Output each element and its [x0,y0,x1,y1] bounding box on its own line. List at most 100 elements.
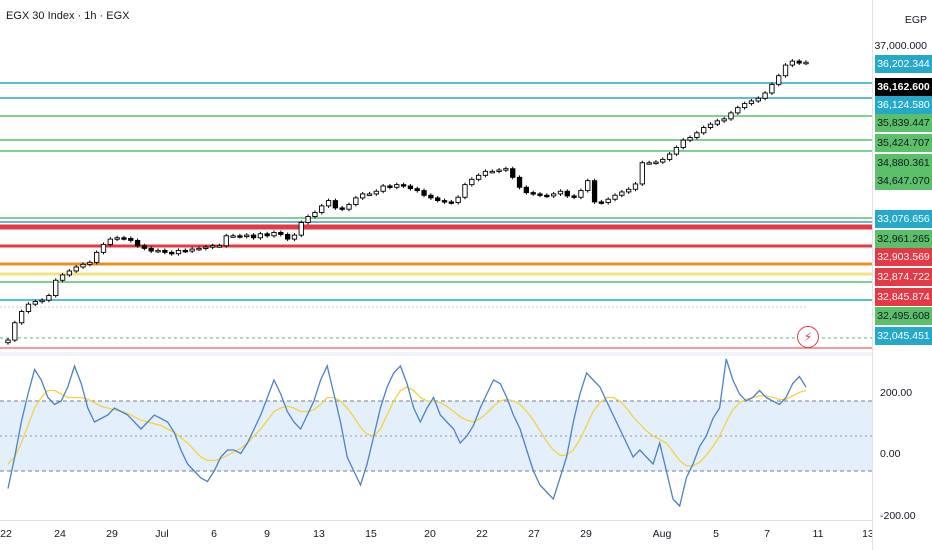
candle-body [39,299,45,303]
lightning-icon[interactable]: ⚡ [797,326,819,348]
price-level-badge: 32,961.265 [875,230,932,248]
candle-body [339,207,345,210]
candle-body [284,233,291,240]
candle-body [380,185,386,192]
candle-body [141,245,148,249]
candle-body [59,274,66,281]
candle-body [782,64,789,77]
time-tick: 22 [0,528,12,540]
candle-body [707,123,714,128]
candle-body [578,190,584,198]
candle-body [462,184,468,198]
candle-body [114,237,120,240]
candle-body [776,75,782,85]
candle-body [128,237,134,241]
candle-body [585,180,591,192]
candle-body [762,92,768,99]
candle-body [46,295,52,301]
candle-body [598,201,605,204]
time-tick: 9 [264,528,270,540]
candle-body [714,120,720,125]
candle-body [687,137,693,141]
candle-body [278,232,284,235]
candle-body [360,193,366,199]
candle-body [175,249,182,255]
candle-body [250,234,257,239]
currency-label: EGP [904,14,927,26]
candle-body [66,270,73,276]
time-tick: 24 [54,528,66,540]
candle-body [325,200,332,207]
candle-body [435,197,441,202]
candle-body [230,235,236,238]
price-level-badge: 36,124.580 [875,96,932,114]
pane-divider[interactable] [0,352,872,356]
candle-body [346,204,352,210]
candle-body [728,112,734,120]
candle-body [319,205,325,213]
candle-body [298,222,304,236]
price-level-badge: 33,076.656 [875,210,932,228]
candle-body [591,180,598,203]
candle-body [80,263,86,268]
candle-body [516,176,523,188]
time-tick: 20 [424,528,436,540]
candle-body [189,248,195,252]
candle-body [448,201,454,204]
candle-body [612,194,618,200]
candle-body [789,60,796,66]
candle-body [653,161,659,165]
candle-body [469,178,475,186]
candle-body [264,233,270,237]
candle-body [394,184,400,188]
candle-body [400,184,407,187]
oscillator-tick: -200.00 [880,510,916,522]
candle-body [605,198,611,204]
symbol-title[interactable]: EGX 30 Index · 1h · EGX [6,10,130,22]
candle-body [148,247,154,252]
candle-body [646,162,652,165]
candle-body [203,246,209,250]
candle-body [557,190,564,195]
candle-body [475,174,482,180]
candle-body [619,191,625,196]
time-tick: 13 [313,528,325,540]
candle-body [312,212,318,217]
candle-body [134,239,141,247]
candle-body [694,132,700,138]
candle-body [428,194,434,199]
price-chart[interactable] [0,0,872,352]
price-level-badge: 34,647.070 [875,172,932,190]
oscillator-tick: 200.00 [880,387,913,399]
oscillator-chart[interactable] [0,356,872,520]
time-axis[interactable]: 22 24 29 Jul 6 9 13 15 20 22 27 29 Aug 5 7 11 13 [0,520,874,550]
price-level-badge: 36,162.600 [875,78,932,96]
candle-body [503,168,509,171]
candle-body [216,245,223,248]
time-tick: 6 [211,528,217,540]
candle-body [523,186,530,194]
candle-body [244,234,250,238]
candle-body [196,247,202,251]
candle-body [496,169,502,172]
time-tick: 7 [764,528,770,540]
candle-body [209,245,216,248]
candle-body [721,118,727,122]
candle-body [237,235,243,238]
price-level-badge: 32,845.874 [875,288,932,306]
candle-body [25,303,32,312]
price-level-badge: 36,202.344 [875,55,932,73]
candle-body [121,237,127,240]
candle-body [5,339,11,344]
candle-body [155,249,161,253]
candle-body [701,127,707,134]
time-tick: 29 [580,528,592,540]
time-tick: 5 [713,528,719,540]
time-tick: 27 [528,528,540,540]
candle-body [755,97,761,102]
candle-body [32,301,38,305]
candle-body [530,192,536,195]
price-level-badge: 32,874.722 [875,268,932,286]
candle-body [366,193,373,196]
candle-body [803,61,809,65]
